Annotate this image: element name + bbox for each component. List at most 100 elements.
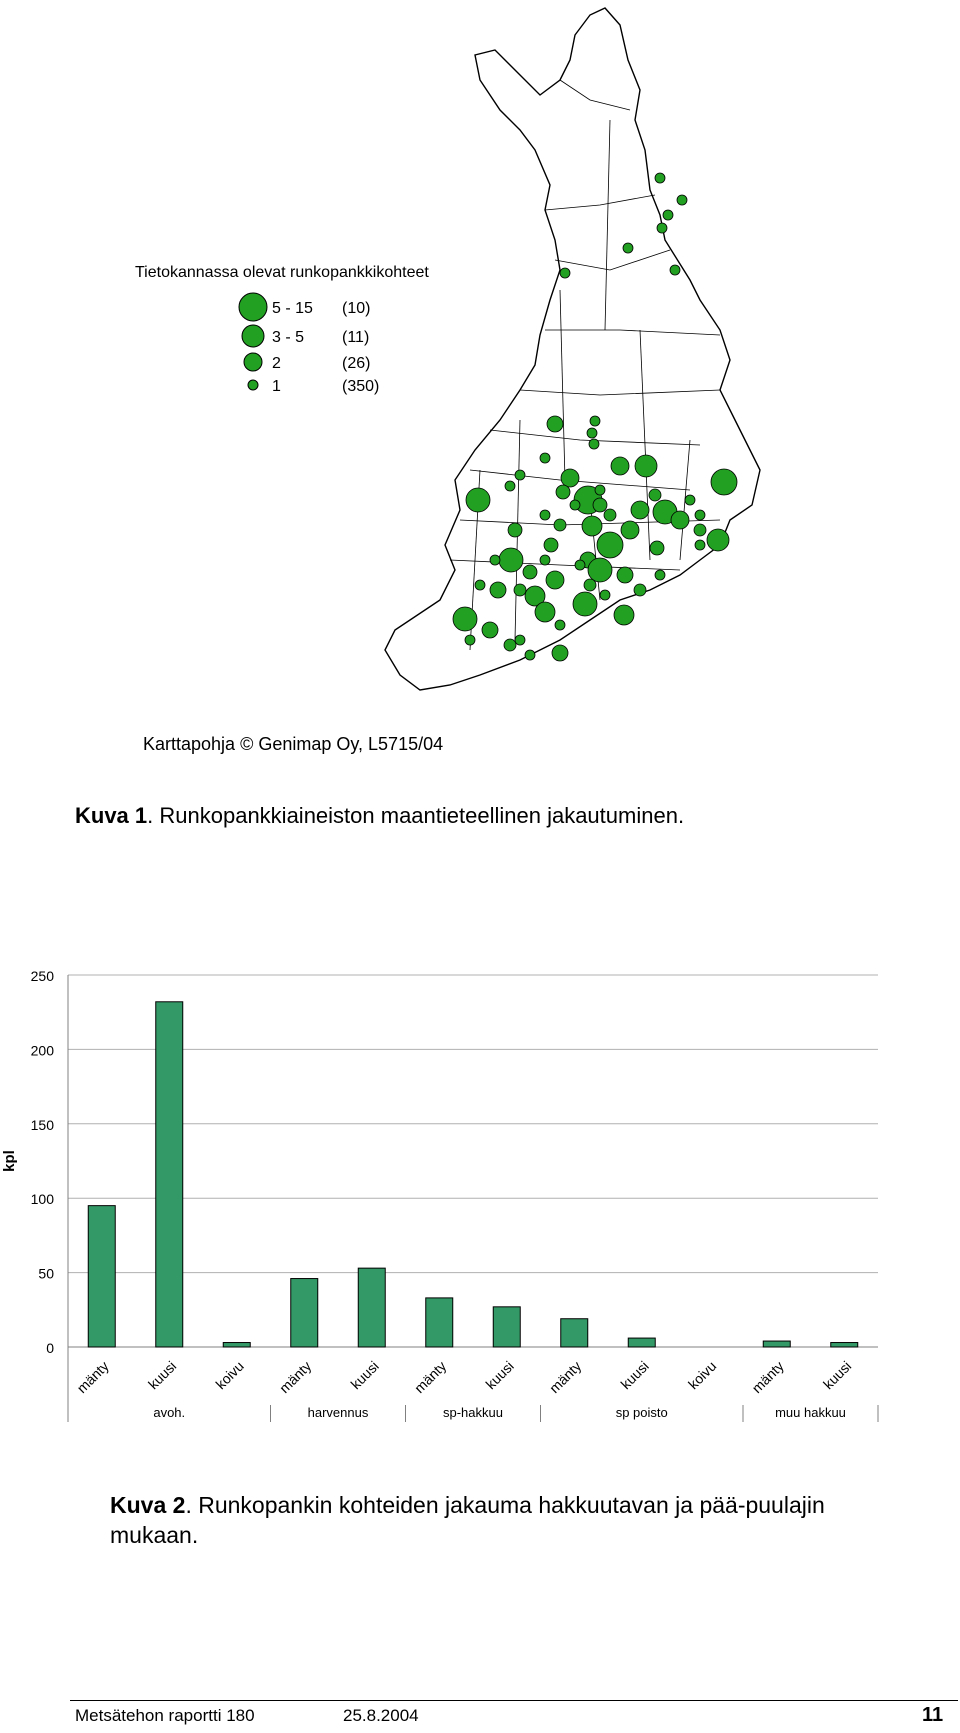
- bar: [155, 1001, 184, 1348]
- group-label: muu hakkuu: [775, 1405, 846, 1420]
- site-dot: [694, 509, 706, 521]
- site-dot: [554, 619, 566, 631]
- legend-count: (10): [342, 300, 370, 317]
- bar: [222, 1342, 251, 1348]
- legend-range: 1: [272, 378, 281, 395]
- site-dot: [546, 415, 564, 433]
- legend-range: 5 - 15: [272, 300, 313, 317]
- x-tick-label: mänty: [411, 1358, 449, 1396]
- site-dot: [465, 487, 491, 513]
- bar: [425, 1297, 454, 1348]
- footer-rule: [70, 1700, 958, 1701]
- figure-caption-1: Kuva 1. Runkopankkiaineiston maantieteel…: [75, 803, 684, 829]
- site-dots: [452, 172, 738, 662]
- legend-count: (26): [342, 355, 370, 372]
- site-dot: [654, 569, 666, 581]
- caption-label: Kuva 1: [75, 803, 148, 828]
- site-dot: [572, 591, 598, 617]
- bar: [627, 1337, 656, 1348]
- y-tick-label: 150: [31, 1117, 55, 1133]
- site-dot: [592, 497, 608, 513]
- y-tick-label: 50: [38, 1266, 54, 1282]
- site-dot: [543, 537, 559, 553]
- site-dot: [706, 528, 730, 552]
- site-dot: [522, 564, 538, 580]
- site-dot: [594, 484, 606, 496]
- bar: [357, 1267, 386, 1348]
- site-dot: [504, 480, 516, 492]
- y-axis-label: kpl: [1, 1150, 18, 1172]
- legend-symbol-tiny: [247, 379, 259, 391]
- y-tick-label: 200: [31, 1042, 55, 1058]
- legend-title: Tietokannassa olevat runkopankkikohteet: [135, 264, 429, 281]
- bar: [560, 1318, 589, 1348]
- site-dot: [616, 566, 634, 584]
- site-dot: [534, 601, 556, 623]
- site-dot: [656, 222, 668, 234]
- group-label: avoh.: [153, 1405, 185, 1420]
- site-dot: [559, 267, 571, 279]
- x-tick-label: mänty: [749, 1358, 787, 1396]
- site-dot: [481, 621, 499, 639]
- site-dot: [555, 484, 571, 500]
- x-tick-label: mänty: [276, 1358, 314, 1396]
- x-tick-label: kuusi: [617, 1358, 651, 1392]
- legend-count: (350): [342, 378, 379, 395]
- site-dot: [514, 634, 526, 646]
- legend-range: 3 - 5: [272, 329, 304, 346]
- site-dot: [676, 194, 688, 206]
- site-dot: [539, 554, 551, 566]
- footer-date: 25.8.2004: [343, 1706, 419, 1725]
- legend-count: (11): [342, 329, 369, 346]
- y-tick-label: 250: [31, 968, 55, 984]
- site-dot: [603, 508, 617, 522]
- site-dot: [489, 554, 501, 566]
- site-dot: [669, 264, 681, 276]
- x-tick-label: mänty: [546, 1358, 584, 1396]
- site-dot: [581, 515, 603, 537]
- y-tick-label: 100: [31, 1191, 55, 1207]
- site-dot: [503, 638, 517, 652]
- site-dot: [620, 520, 640, 540]
- site-dot: [588, 438, 600, 450]
- site-dot: [634, 454, 658, 478]
- page-number: 11: [922, 1704, 944, 1726]
- x-tick-label: kuusi: [145, 1358, 179, 1392]
- site-dot: [589, 415, 601, 427]
- site-dot: [545, 570, 565, 590]
- site-dot: [613, 604, 635, 626]
- bar: [492, 1306, 521, 1348]
- site-dot: [693, 523, 707, 537]
- site-dot: [539, 509, 551, 521]
- site-dot: [539, 452, 551, 464]
- map-credit: Karttapohja © Genimap Oy, L5715/04: [143, 734, 444, 754]
- map-outline: [384, 7, 761, 691]
- site-dot: [524, 585, 546, 607]
- x-tick-label: kuusi: [347, 1358, 381, 1392]
- site-dot: [622, 242, 634, 254]
- site-dot: [694, 539, 706, 551]
- group-label: harvennus: [308, 1405, 369, 1420]
- site-dot: [513, 583, 527, 597]
- site-dot: [648, 488, 662, 502]
- legend-range: 2: [272, 355, 281, 372]
- site-dot: [553, 518, 567, 532]
- site-dot: [586, 427, 598, 439]
- site-dot: [583, 578, 597, 592]
- x-tick-label: kuusi: [820, 1358, 854, 1392]
- site-dot: [662, 209, 674, 221]
- site-dot: [498, 547, 524, 573]
- site-dot: [474, 579, 486, 591]
- y-tick-label: 0: [46, 1340, 54, 1356]
- site-dot: [551, 644, 569, 662]
- legend-symbol-large: [238, 292, 268, 322]
- figure-caption-2: Kuva 2. Runkopankin kohteiden jakauma ha…: [110, 1490, 870, 1550]
- site-dot: [452, 606, 478, 632]
- caption-label: Kuva 2: [110, 1492, 186, 1518]
- site-dot: [587, 557, 613, 583]
- map-legend: Tietokannassa olevat runkopankkikohteet …: [135, 264, 429, 395]
- site-dot: [464, 634, 476, 646]
- legend-symbol-small: [243, 352, 263, 372]
- bar: [290, 1278, 319, 1348]
